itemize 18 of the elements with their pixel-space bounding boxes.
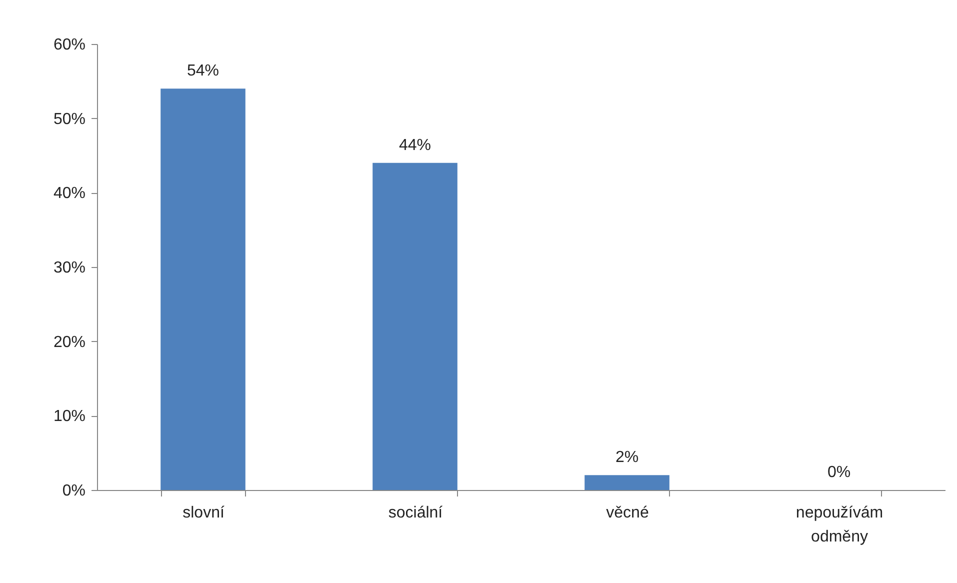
y-tick-label: 10% <box>53 408 86 426</box>
x-tick-label: sociální <box>388 504 444 522</box>
x-tick-label: věcné <box>606 504 649 522</box>
data-label: 2% <box>615 449 639 466</box>
x-tick-label: slovní <box>182 504 225 522</box>
bar <box>160 88 246 490</box>
y-tick-label: 0% <box>62 482 86 500</box>
x-tick-label: nepoužívám odměny <box>796 504 884 546</box>
y-tick-label: 60% <box>53 36 86 54</box>
data-label: 54% <box>186 62 220 80</box>
data-label: 44% <box>398 136 432 154</box>
y-tick-label: 30% <box>53 260 86 276</box>
data-label: 0% <box>827 464 851 481</box>
y-tick-label: 40% <box>53 185 86 202</box>
y-tick-label: 20% <box>53 334 86 351</box>
bar <box>584 475 670 490</box>
y-tick-label: 50% <box>53 110 86 128</box>
bar <box>372 162 458 490</box>
